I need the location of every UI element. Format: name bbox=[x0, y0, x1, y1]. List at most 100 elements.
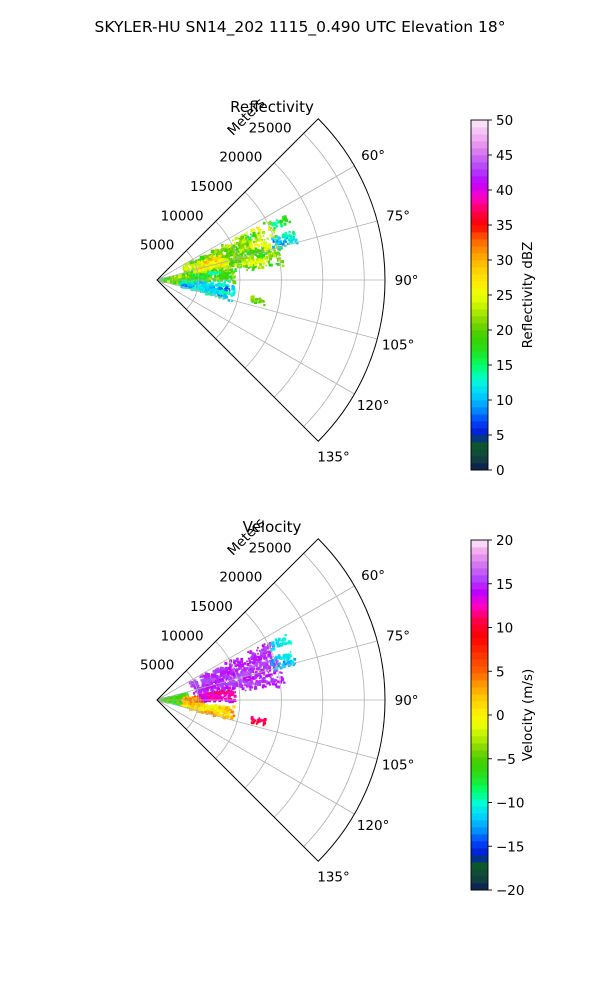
echo-pixel bbox=[191, 285, 194, 288]
echo-pixel bbox=[185, 695, 189, 699]
echo-pixel bbox=[216, 697, 219, 700]
echo-pixel bbox=[244, 683, 247, 687]
reflectivity-panel: Reflectivity 500010000150002000025000Met… bbox=[140, 95, 536, 479]
echo-pixel bbox=[192, 282, 195, 285]
echo-pixel bbox=[189, 276, 192, 279]
echo-pixel bbox=[195, 259, 198, 262]
echo-pixel bbox=[289, 237, 292, 241]
colorbar-label: Velocity (m/s) bbox=[520, 669, 536, 762]
echo-pixel bbox=[277, 236, 281, 240]
echo-pixel bbox=[221, 680, 225, 683]
echo-pixel bbox=[212, 693, 216, 697]
colorbar-segment bbox=[471, 372, 488, 380]
colorbar-segment bbox=[471, 456, 488, 464]
echo-pixel bbox=[187, 262, 192, 266]
echo-pixel bbox=[263, 721, 266, 725]
echo-pixel bbox=[234, 662, 237, 665]
echo-pixel bbox=[212, 256, 216, 260]
echo-pixel bbox=[208, 255, 211, 258]
colorbar-segment bbox=[471, 197, 488, 205]
echo-pixel bbox=[213, 253, 216, 256]
echo-pixel bbox=[238, 666, 242, 670]
echo-pixel bbox=[208, 284, 212, 288]
figure-suptitle: SKYLER-HU SN14_202 1115_0.490 UTC Elevat… bbox=[95, 18, 506, 37]
echo-pixel bbox=[263, 643, 266, 646]
echo-pixel bbox=[227, 682, 230, 685]
echo-pixel bbox=[239, 252, 243, 256]
echo-pixel bbox=[235, 668, 239, 672]
echo-pixel bbox=[259, 239, 263, 243]
echo-pixel bbox=[207, 279, 211, 283]
echo-pixel bbox=[263, 304, 266, 307]
colorbar-tick-label: 20 bbox=[496, 323, 513, 339]
echo-pixel bbox=[223, 290, 227, 294]
echo-pixel bbox=[201, 284, 205, 288]
echo-pixel bbox=[257, 652, 259, 655]
echo-pixel bbox=[212, 715, 215, 718]
echo-pixel bbox=[189, 274, 192, 278]
echo-pixel bbox=[259, 263, 262, 266]
echo-pixel bbox=[235, 262, 239, 266]
echo-pixel bbox=[258, 260, 261, 263]
echo-pixel bbox=[255, 238, 259, 242]
colorbar-segment bbox=[471, 253, 488, 261]
echo-pixel bbox=[199, 287, 203, 291]
echo-pixel bbox=[220, 255, 222, 257]
colorbar-segment bbox=[471, 211, 488, 219]
echo-pixel bbox=[220, 249, 224, 253]
echo-pixel bbox=[217, 670, 220, 674]
echo-pixel bbox=[228, 292, 231, 295]
colorbar-segment bbox=[471, 617, 488, 625]
echo-pixel bbox=[273, 678, 276, 681]
echo-pixel bbox=[222, 687, 226, 691]
echo-pixel bbox=[187, 275, 191, 279]
echo-pixel bbox=[199, 281, 203, 285]
echo-pixel bbox=[192, 287, 196, 290]
echo-pixel bbox=[251, 300, 254, 303]
echo-pixel bbox=[188, 278, 191, 281]
echo-pixel bbox=[246, 660, 248, 663]
echo-pixel bbox=[210, 287, 213, 290]
echo-pixel bbox=[208, 277, 212, 280]
echo-pixel bbox=[263, 656, 266, 659]
echo-pixel bbox=[217, 681, 220, 684]
echo-pixel bbox=[231, 259, 234, 263]
echo-pixel bbox=[229, 664, 232, 667]
echo-pixel bbox=[223, 672, 227, 676]
echo-pixel bbox=[220, 263, 223, 266]
echo-pixel bbox=[235, 250, 238, 253]
echo-field bbox=[157, 634, 297, 727]
echo-pixel bbox=[248, 678, 252, 682]
echo-pixel bbox=[185, 285, 187, 288]
echo-pixel bbox=[217, 254, 221, 258]
colorbar-segment bbox=[471, 449, 488, 457]
echo-pixel bbox=[222, 668, 226, 671]
colorbar-segment bbox=[471, 127, 488, 135]
echo-pixel bbox=[212, 252, 215, 255]
colorbar-segment bbox=[471, 589, 488, 597]
echo-pixel bbox=[233, 252, 236, 255]
echo-pixel bbox=[193, 280, 197, 283]
echo-pixel bbox=[215, 261, 218, 264]
echo-pixel bbox=[217, 688, 220, 691]
echo-pixel bbox=[227, 699, 230, 703]
echo-pixel bbox=[210, 712, 214, 716]
azimuth-spoke bbox=[156, 165, 355, 281]
echo-pixel bbox=[234, 242, 237, 245]
echo-pixel bbox=[259, 675, 263, 678]
echo-pixel bbox=[190, 681, 194, 684]
colorbar-segment bbox=[471, 575, 488, 583]
echo-pixel bbox=[261, 254, 264, 257]
echo-pixel bbox=[191, 706, 194, 710]
echo-pixel bbox=[238, 241, 242, 245]
echo-pixel bbox=[173, 281, 177, 285]
echo-pixel bbox=[210, 689, 213, 692]
echo-pixel bbox=[259, 235, 262, 238]
echo-pixel bbox=[172, 702, 175, 705]
echo-pixel bbox=[190, 276, 194, 280]
sector-outline bbox=[156, 118, 386, 442]
echo-pixel bbox=[222, 290, 224, 292]
echo-pixel bbox=[214, 686, 218, 690]
reflectivity-colorbar: 0 5 10 15 20 25 30 35 40 45 50 Reflectivity dBZ bbox=[470, 113, 536, 479]
